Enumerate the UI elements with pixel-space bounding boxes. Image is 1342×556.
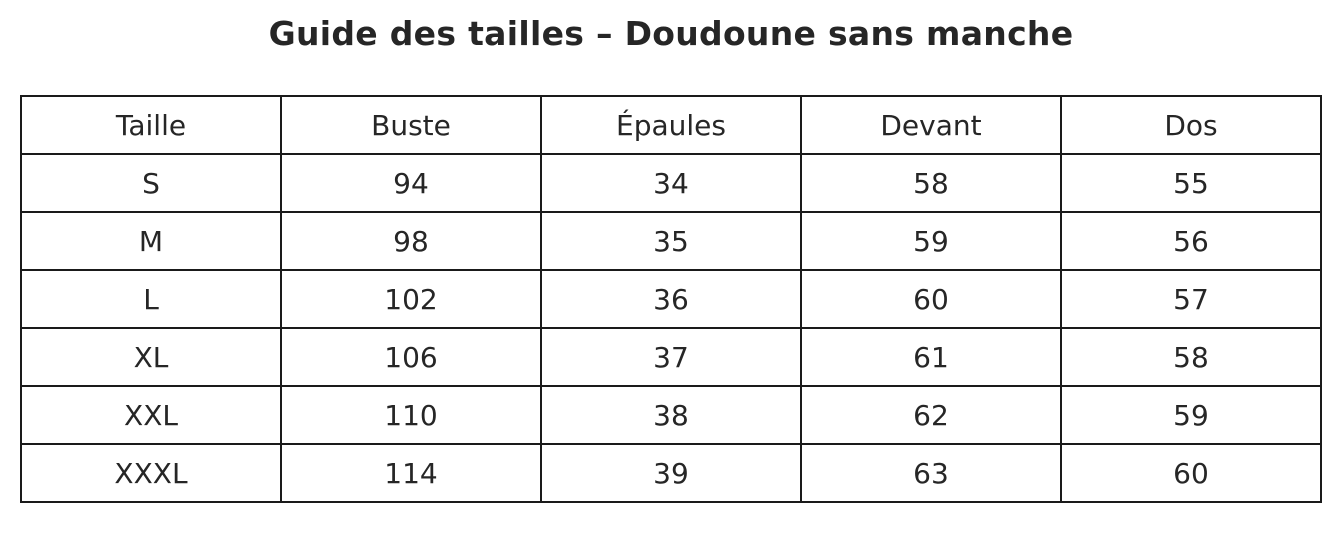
table-cell: 114: [280, 443, 542, 503]
table-cell: S: [20, 153, 282, 213]
column-header: Buste: [280, 95, 542, 155]
table-row: S 94 34 58 55: [20, 153, 1322, 213]
table-cell: 63: [800, 443, 1062, 503]
table-row: XXL 110 38 62 59: [20, 385, 1322, 445]
table-cell: 58: [800, 153, 1062, 213]
table-row: XL 106 37 61 58: [20, 327, 1322, 387]
table-cell: 58: [1060, 327, 1322, 387]
table-cell: 37: [540, 327, 802, 387]
table-cell: 98: [280, 211, 542, 271]
size-guide-table: Taille Buste Épaules Devant Dos S 94 34 …: [20, 95, 1322, 503]
table-cell: 60: [800, 269, 1062, 329]
table-cell: 62: [800, 385, 1062, 445]
table-cell: 55: [1060, 153, 1322, 213]
table-cell: 36: [540, 269, 802, 329]
column-header: Devant: [800, 95, 1062, 155]
table-cell: 94: [280, 153, 542, 213]
table-cell: 34: [540, 153, 802, 213]
chart-title: Guide des tailles – Doudoune sans manche: [268, 14, 1074, 53]
column-header: Épaules: [540, 95, 802, 155]
table-cell: 60: [1060, 443, 1322, 503]
table-cell: XXXL: [20, 443, 282, 503]
table-cell: 106: [280, 327, 542, 387]
table-cell: L: [20, 269, 282, 329]
table-cell: XL: [20, 327, 282, 387]
column-header: Taille: [20, 95, 282, 155]
table-row: XXXL 114 39 63 60: [20, 443, 1322, 503]
table-cell: 38: [540, 385, 802, 445]
table-cell: 39: [540, 443, 802, 503]
column-header: Dos: [1060, 95, 1322, 155]
table-cell: 57: [1060, 269, 1322, 329]
table-cell: 56: [1060, 211, 1322, 271]
table-row: L 102 36 60 57: [20, 269, 1322, 329]
table-header-row: Taille Buste Épaules Devant Dos: [20, 95, 1322, 155]
table-cell: 110: [280, 385, 542, 445]
table-cell: M: [20, 211, 282, 271]
table-cell: 102: [280, 269, 542, 329]
table-cell: XXL: [20, 385, 282, 445]
table-cell: 59: [1060, 385, 1322, 445]
table-row: M 98 35 59 56: [20, 211, 1322, 271]
table-cell: 61: [800, 327, 1062, 387]
table-cell: 59: [800, 211, 1062, 271]
table-cell: 35: [540, 211, 802, 271]
